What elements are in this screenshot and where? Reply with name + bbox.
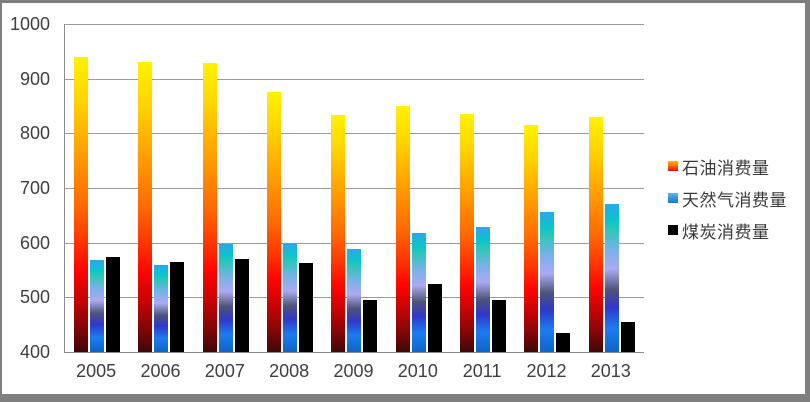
x-tick-label-2007: 2007 bbox=[204, 361, 245, 381]
gridline-1000 bbox=[65, 24, 644, 25]
oil-series-swatch-icon bbox=[668, 161, 678, 171]
bar-gas-2012 bbox=[540, 212, 555, 352]
legend-label-gas: 天然气消费量 bbox=[682, 190, 787, 210]
bar-group-2007 bbox=[194, 24, 258, 352]
bar-oil-2006 bbox=[138, 62, 153, 352]
gridline-700 bbox=[65, 188, 644, 189]
gridline-600 bbox=[65, 242, 644, 244]
bar-gas-2009 bbox=[347, 249, 362, 352]
gridline-900 bbox=[65, 78, 644, 80]
legend-item-oil: 石油消费量 bbox=[668, 156, 787, 178]
bar-group-2013 bbox=[580, 24, 644, 352]
bar-gas-2011 bbox=[476, 226, 491, 352]
bars-container bbox=[65, 24, 644, 352]
legend-item-coal: 煤炭消费量 bbox=[668, 220, 787, 242]
bar-coal-2010 bbox=[427, 283, 442, 352]
y-tick-label-600: 600 bbox=[19, 232, 50, 253]
bar-gas-2013 bbox=[604, 203, 619, 352]
bar-oil-2011 bbox=[460, 114, 475, 352]
y-tick-label-400: 400 bbox=[19, 342, 50, 362]
bar-group-2009 bbox=[322, 24, 386, 352]
coal-series-swatch-icon bbox=[668, 225, 678, 235]
bar-group-2011 bbox=[451, 24, 515, 352]
x-tick-label-2006: 2006 bbox=[140, 361, 181, 381]
bar-gas-2010 bbox=[411, 232, 426, 352]
y-tick-label-700: 700 bbox=[19, 178, 50, 198]
bar-oil-2008 bbox=[267, 92, 282, 352]
bar-oil-2007 bbox=[202, 63, 217, 352]
legend-label-coal: 煤炭消费量 bbox=[682, 222, 770, 242]
x-tick-label-2012: 2012 bbox=[526, 361, 567, 381]
bar-group-2010 bbox=[387, 24, 451, 352]
bar-coal-2009 bbox=[363, 300, 378, 352]
bar-oil-2010 bbox=[395, 106, 410, 352]
bar-gas-2008 bbox=[283, 242, 298, 352]
bar-group-2005 bbox=[65, 24, 129, 352]
bar-oil-2005 bbox=[74, 56, 89, 352]
bar-coal-2005 bbox=[106, 256, 121, 352]
bar-coal-2011 bbox=[492, 299, 507, 352]
x-tick-label-2010: 2010 bbox=[397, 361, 438, 381]
plot-area bbox=[64, 24, 644, 353]
bar-gas-2006 bbox=[154, 264, 169, 352]
bar-coal-2007 bbox=[234, 258, 249, 352]
bar-oil-2009 bbox=[331, 115, 346, 352]
bar-group-2006 bbox=[129, 24, 193, 352]
gas-series-swatch-icon bbox=[668, 193, 678, 203]
y-tick-label-900: 900 bbox=[19, 68, 50, 89]
bar-gas-2005 bbox=[90, 260, 105, 352]
x-tick-label-2013: 2013 bbox=[590, 361, 631, 381]
x-tick-label-2009: 2009 bbox=[333, 361, 374, 381]
x-axis-labels: 2005 2006 2007 2008 2009 2010 2011 2012 2013 bbox=[64, 361, 643, 382]
y-tick-label-500: 500 bbox=[19, 287, 50, 308]
bar-oil-2013 bbox=[588, 116, 603, 352]
x-tick-label-2011: 2011 bbox=[462, 361, 502, 381]
gridline-800 bbox=[65, 133, 644, 135]
bar-coal-2008 bbox=[299, 262, 314, 352]
legend-item-gas: 天然气消费量 bbox=[668, 188, 787, 210]
bar-coal-2006 bbox=[170, 261, 185, 352]
bar-group-2008 bbox=[258, 24, 322, 352]
bar-oil-2012 bbox=[524, 124, 539, 352]
legend-label-oil: 石油消费量 bbox=[682, 158, 770, 178]
legend: 石油消费量 天然气消费量 煤炭消费量 bbox=[668, 156, 787, 252]
bar-gas-2007 bbox=[218, 244, 233, 352]
y-tick-label-800: 800 bbox=[19, 123, 50, 144]
bar-group-2012 bbox=[515, 24, 579, 352]
bar-coal-2012 bbox=[556, 332, 571, 352]
bar-coal-2013 bbox=[620, 321, 635, 352]
x-tick-label-2008: 2008 bbox=[269, 361, 310, 381]
x-tick-label-2005: 2005 bbox=[76, 361, 117, 381]
y-tick-label-1000: 1000 bbox=[9, 14, 50, 34]
